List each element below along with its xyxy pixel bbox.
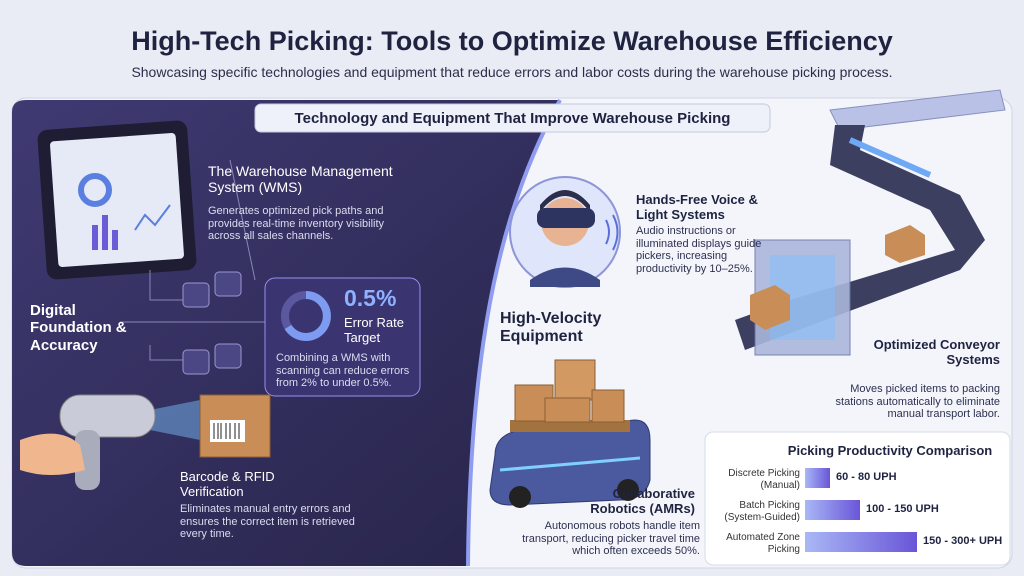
conveyor-text: Moves picked items to packing stations a… [835, 383, 1000, 421]
stat-text: Combining a WMS with scanning can reduce… [276, 352, 410, 390]
row-value: 60 - 80 UPH [836, 471, 897, 483]
section-tab [254, 103, 771, 133]
amr-text: Autonomous robots handle item transport,… [522, 520, 700, 558]
barcode-text: Eliminates manual entry errors and ensur… [180, 503, 355, 541]
ring [284, 291, 331, 341]
digital-label: Digital Foundation & Accuracy [30, 302, 127, 354]
row-label: Discrete Picking (Manual) [728, 468, 800, 491]
barcode-title: Barcode & RFID Verification [180, 469, 275, 499]
voice-illustration [509, 176, 621, 288]
amr-title: Collaborative Robotics (AMRs) [590, 486, 695, 516]
row-value: 100 - 150 UPH [866, 503, 939, 515]
bar [805, 500, 860, 520]
voice-title: Hands-Free Voice & Light Systems [636, 192, 758, 222]
bar [805, 532, 917, 552]
subtitle: Showcasing specific technologies and equ… [131, 64, 893, 80]
conveyor [735, 89, 1006, 356]
connectors [120, 159, 265, 361]
row-label: Batch Picking (System-Guided) [724, 500, 800, 523]
scanner [20, 394, 271, 490]
stat-label: Error Rate Target [344, 315, 404, 345]
wms-text: Generates optimized pick paths and provi… [208, 205, 385, 243]
icons [182, 271, 242, 375]
comparison-title: Picking Productivity Comparison [787, 443, 993, 458]
comparison-panel [704, 431, 1011, 566]
stat-box [264, 277, 421, 397]
stat-value: 0.5% [344, 285, 397, 311]
row-value: 150 - 300+ UPH [923, 535, 1003, 547]
title: High-Tech Picking: Tools to Optimize War… [131, 26, 893, 56]
equipment-label: High-Velocity Equipment [500, 310, 602, 346]
amr [489, 359, 651, 508]
conveyor-title: Optimized Conveyor Systems [873, 337, 1000, 367]
voice-text: Audio instructions or illuminated displa… [636, 225, 762, 275]
divider [466, 99, 562, 567]
tablet [37, 120, 197, 280]
row-label: Automated Zone Picking [726, 532, 800, 555]
wms-title: The Warehouse Management System (WMS) [208, 163, 393, 196]
section-title: Technology and Equipment That Improve Wa… [294, 110, 731, 127]
bar [805, 468, 830, 488]
